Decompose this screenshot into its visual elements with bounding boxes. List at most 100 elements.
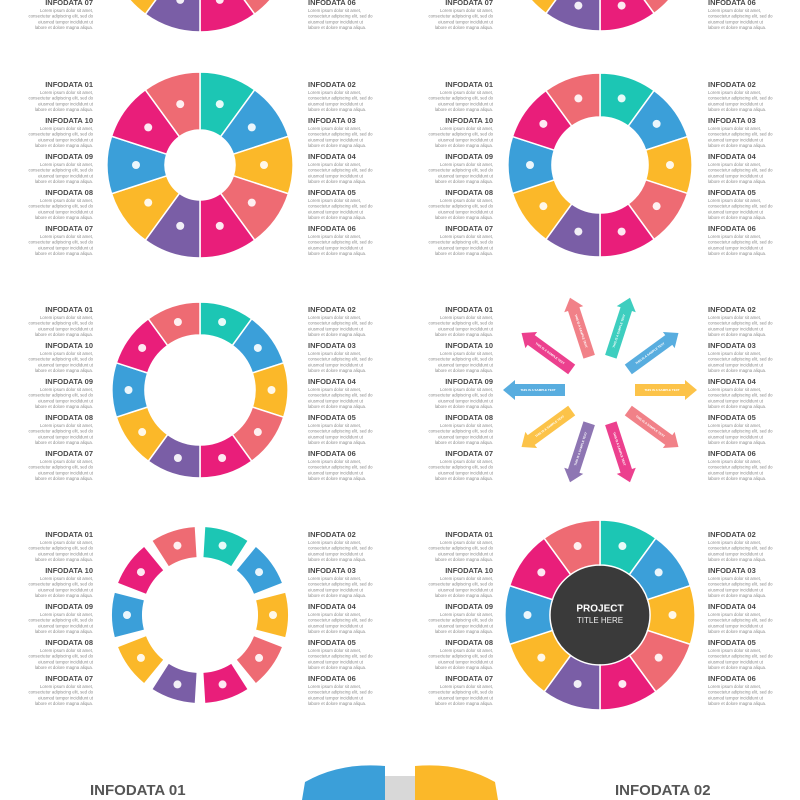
item-text: Lorem ipsum dolor sit amet, (40, 198, 93, 203)
item-title: INFODATA 07 (45, 674, 93, 683)
item-text: Lorem ipsum dolor sit amet, (708, 351, 761, 356)
cycle-diagram (530, 0, 670, 32)
item-text: eiusmod tempor incididunt ut (708, 362, 764, 367)
item-text: eiusmod tempor incididunt ut (438, 362, 494, 367)
arrow-shape (521, 405, 576, 449)
segment-icon (539, 119, 548, 128)
bottom-shape (385, 776, 415, 800)
item-title: INFODATA 02 (308, 530, 356, 539)
item-text: labore et dolore magna aliqua. (308, 404, 366, 409)
item-title: INFODATA 10 (445, 566, 493, 575)
item-text: eiusmod tempor incididunt ut (438, 587, 494, 592)
item-text: Lorem ipsum dolor sit amet, (708, 126, 761, 131)
item-text: labore et dolore magna aliqua. (35, 251, 93, 256)
item-text: eiusmod tempor incididunt ut (38, 587, 94, 592)
item-text: labore et dolore magna aliqua. (708, 593, 766, 598)
radial-arrow: THIS IS A SAMPLE TEXT (521, 405, 576, 449)
segment-icon (523, 611, 532, 619)
item-text: eiusmod tempor incididunt ut (308, 434, 364, 439)
item-title: INFODATA 05 (708, 188, 756, 197)
cycle-diagram (507, 72, 693, 258)
item-title: INFODATA 08 (45, 413, 93, 422)
segment-icon (176, 100, 185, 109)
item-title: INFODATA 06 (308, 674, 356, 683)
arrow-shape (503, 380, 565, 400)
arrow-shape (564, 297, 595, 359)
item-text: eiusmod tempor incididunt ut (308, 398, 364, 403)
item-title: INFODATA 08 (445, 188, 493, 197)
item-title: INFODATA 04 (708, 152, 757, 161)
item-text: Lorem ipsum dolor sit amet, (40, 126, 93, 131)
item-text: consectetur adipiscing elit, sed do (308, 168, 373, 173)
item-title: INFODATA 04 (708, 602, 757, 611)
radial-arrow: THIS IS A SAMPLE TEXT (521, 331, 576, 375)
item-text: consectetur adipiscing elit, sed do (708, 654, 773, 659)
segment-icon (537, 653, 546, 662)
item-title: INFODATA 02 (708, 530, 756, 539)
item-text: eiusmod tempor incididunt ut (308, 623, 364, 628)
item-text: labore et dolore magna aliqua. (708, 332, 766, 337)
item-text: labore et dolore magna aliqua. (308, 593, 366, 598)
segment-icon (247, 198, 256, 207)
item-text: consectetur adipiscing elit, sed do (29, 168, 94, 173)
segment-icon (215, 100, 224, 109)
item-text: labore et dolore magna aliqua. (708, 476, 766, 481)
item-text: labore et dolore magna aliqua. (35, 368, 93, 373)
item-text: consectetur adipiscing elit, sed do (308, 618, 373, 623)
segment-icon (136, 653, 145, 662)
item-text: labore et dolore magna aliqua. (435, 368, 493, 373)
item-title: INFODATA 03 (308, 341, 356, 350)
item-text: eiusmod tempor incididunt ut (438, 551, 494, 556)
item-text: consectetur adipiscing elit, sed do (308, 546, 373, 551)
item-text: Lorem ipsum dolor sit amet, (308, 684, 361, 689)
arrow-text: THIS IS A SAMPLE TEXT (644, 388, 679, 392)
item-text: consectetur adipiscing elit, sed do (708, 321, 773, 326)
item-text: consectetur adipiscing elit, sed do (29, 240, 94, 245)
item-text: Lorem ipsum dolor sit amet, (708, 315, 761, 320)
item-text: Lorem ipsum dolor sit amet, (308, 126, 361, 131)
item-text: consectetur adipiscing elit, sed do (708, 393, 773, 398)
item-text: Lorem ipsum dolor sit amet, (440, 540, 493, 545)
cycle-diagram (106, 71, 294, 259)
arrow-text: THIS IS A SAMPLE TEXT (635, 341, 666, 365)
item-text: Lorem ipsum dolor sit amet, (308, 612, 361, 617)
segment-icon (574, 94, 583, 103)
item-text: eiusmod tempor incididunt ut (38, 398, 94, 403)
segment-icon (652, 202, 661, 211)
item-text: Lorem ipsum dolor sit amet, (708, 234, 761, 239)
item-title: INFODATA 07 (445, 674, 493, 683)
item-title: INFODATA 07 (45, 224, 93, 233)
item-text: labore et dolore magna aliqua. (435, 665, 493, 670)
item-text: labore et dolore magna aliqua. (308, 701, 366, 706)
cycle-segment (128, 0, 157, 16)
item-text: consectetur adipiscing elit, sed do (429, 690, 494, 695)
item-text: consectetur adipiscing elit, sed do (29, 393, 94, 398)
item-text: labore et dolore magna aliqua. (435, 25, 493, 30)
item-text: consectetur adipiscing elit, sed do (429, 357, 494, 362)
item-text: consectetur adipiscing elit, sed do (308, 357, 373, 362)
item-title: INFODATA 09 (445, 602, 493, 611)
item-text: eiusmod tempor incididunt ut (308, 659, 364, 664)
item-text: consectetur adipiscing elit, sed do (29, 582, 94, 587)
segment-icon (654, 568, 663, 577)
item-text: eiusmod tempor incididunt ut (708, 659, 764, 664)
item-text: eiusmod tempor incididunt ut (308, 362, 364, 367)
segment-icon (539, 202, 548, 211)
item-text: consectetur adipiscing elit, sed do (308, 393, 373, 398)
item-title: INFODATA 02 (308, 80, 356, 89)
item-text: eiusmod tempor incididunt ut (308, 245, 364, 250)
item-text: Lorem ipsum dolor sit amet, (708, 540, 761, 545)
item-text: Lorem ipsum dolor sit amet, (308, 351, 361, 356)
item-text: labore et dolore magna aliqua. (708, 251, 766, 256)
item-text: Lorem ipsum dolor sit amet, (708, 423, 761, 428)
item-title: INFODATA 04 (308, 602, 357, 611)
item-title: INFODATA 08 (445, 638, 493, 647)
item-title: INFODATA 05 (708, 638, 756, 647)
segment-icon (176, 0, 185, 4)
item-text: Lorem ipsum dolor sit amet, (708, 198, 761, 203)
item-text: labore et dolore magna aliqua. (708, 701, 766, 706)
segment-icon (138, 428, 147, 437)
item-text: consectetur adipiscing elit, sed do (308, 132, 373, 137)
item-title: INFODATA 06 (308, 224, 356, 233)
item-title: INFODATA 09 (45, 377, 93, 386)
